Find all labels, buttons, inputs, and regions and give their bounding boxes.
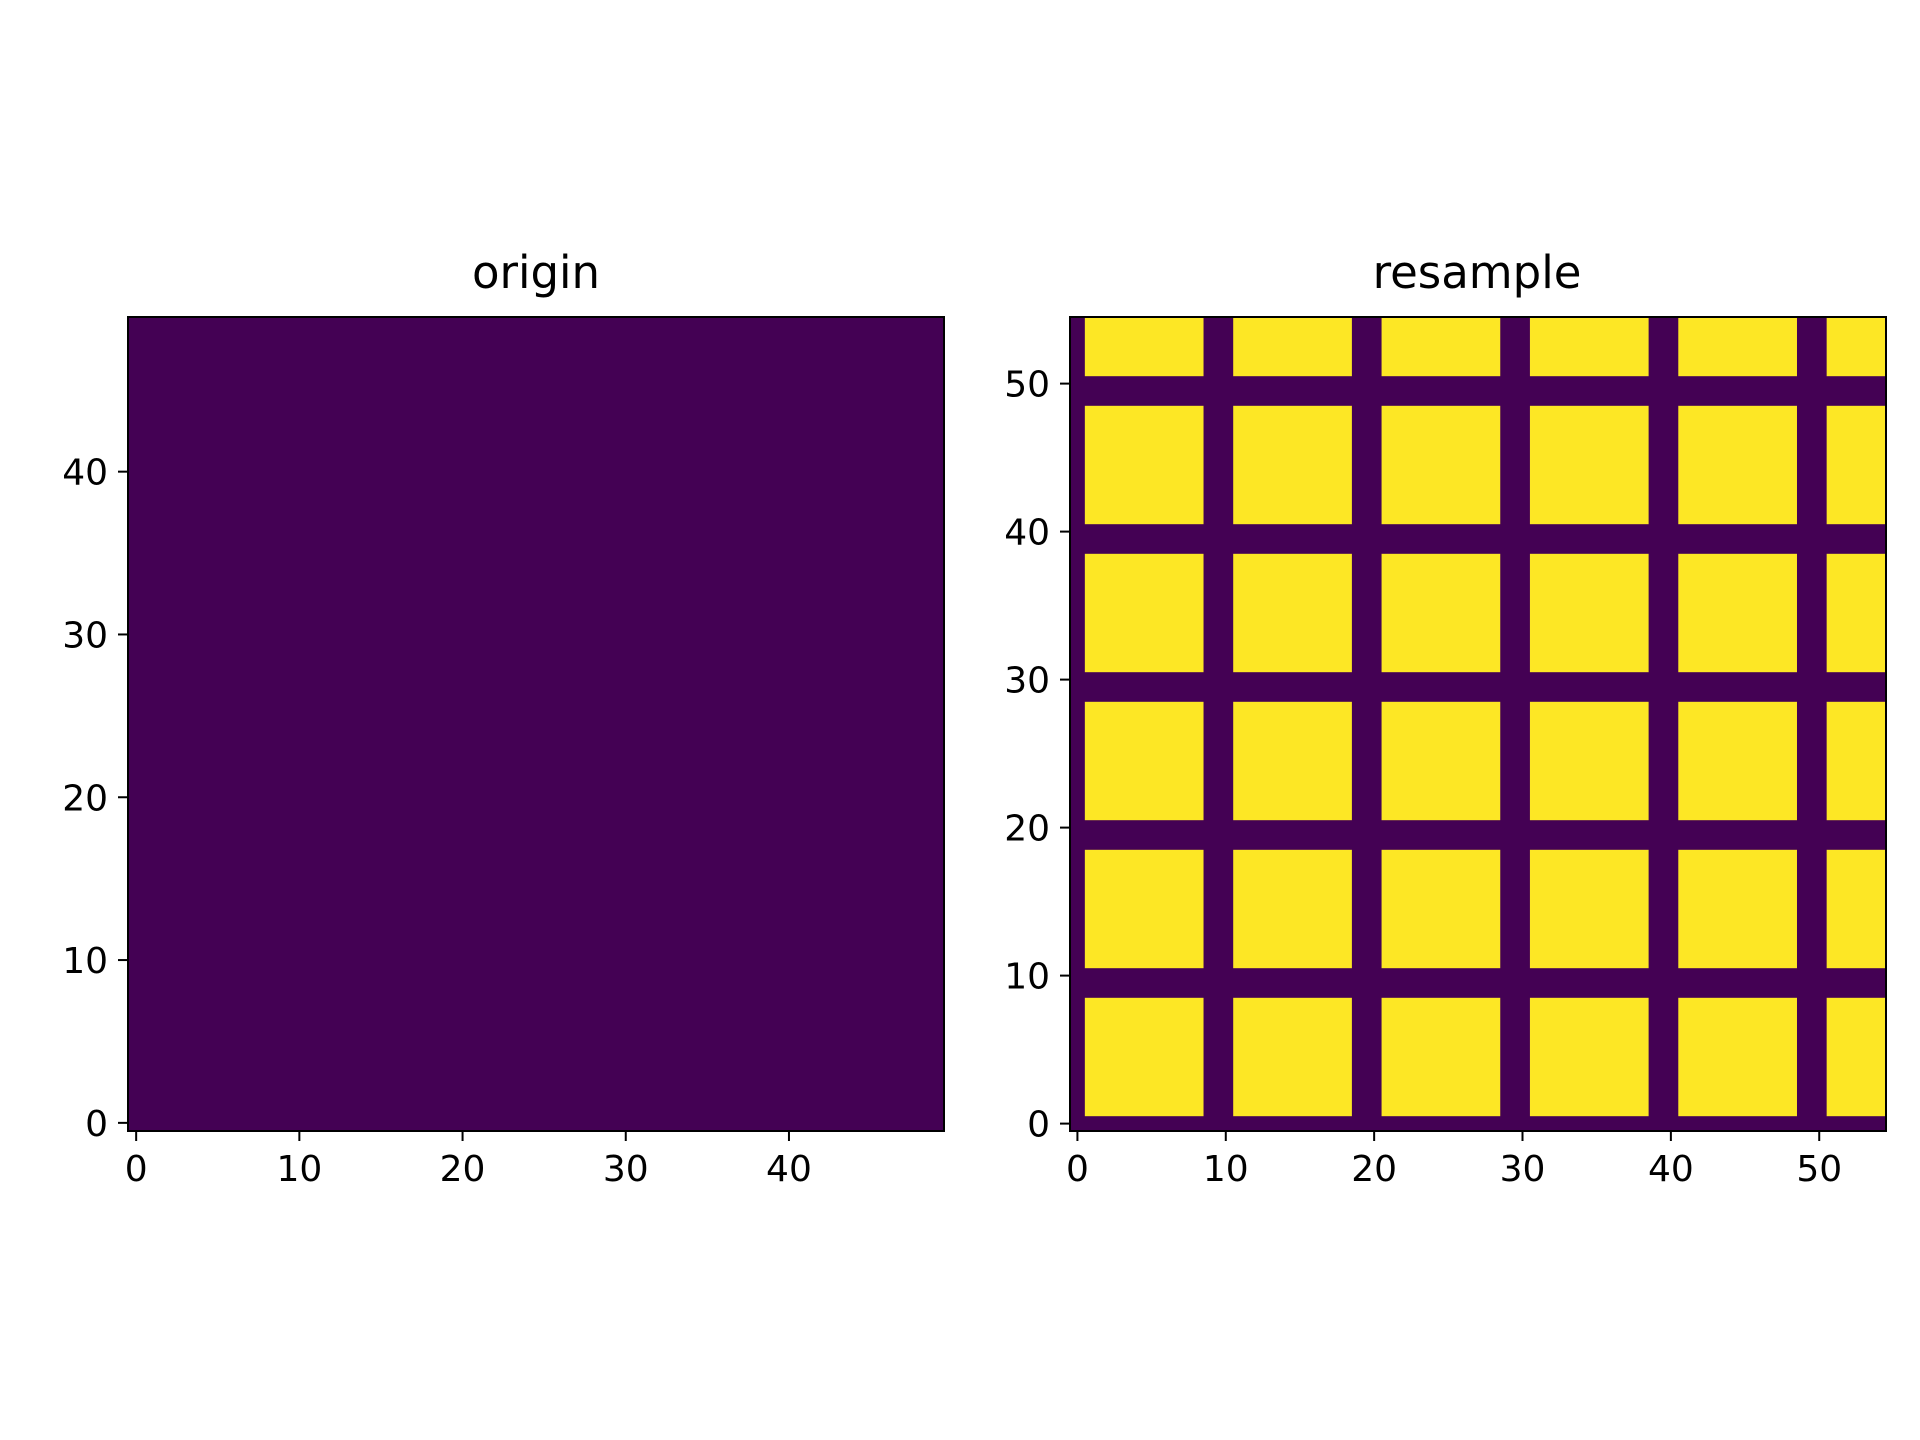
y-tick-label-resample-30: 30 <box>1004 661 1050 702</box>
plot-area-resample <box>1069 316 1887 1132</box>
x-tick-label-origin-20: 20 <box>440 1149 486 1190</box>
heatmap-block-resample-1-3 <box>1529 849 1649 969</box>
heatmap-block-resample-0-2 <box>1381 997 1501 1117</box>
heatmap-block-resample-0-3 <box>1529 997 1649 1117</box>
heatmap-block-resample-2-4 <box>1678 701 1797 821</box>
x-tick-label-resample-0: 0 <box>1066 1149 1089 1190</box>
panel-resample: resample 0 10 20 30 40 50 0 10 20 30 40 50 <box>1004 246 1887 1190</box>
heatmap-block-resample-2-2 <box>1381 701 1501 821</box>
heatmap-block-resample-5-5 <box>1826 317 1886 377</box>
heatmap-block-resample-3-4 <box>1678 553 1797 673</box>
heatmap-block-resample-1-2 <box>1381 849 1501 969</box>
x-ticks-origin: 0 10 20 30 40 <box>125 1131 812 1190</box>
heatmap-block-resample-5-3 <box>1529 317 1649 377</box>
heatmap-background-origin <box>128 317 944 1131</box>
heatmap-block-resample-2-5 <box>1826 701 1886 821</box>
y-tick-label-origin-40: 40 <box>62 453 108 494</box>
y-tick-label-origin-0: 0 <box>85 1104 108 1145</box>
y-tick-label-origin-30: 30 <box>62 615 108 656</box>
heatmap-block-resample-1-4 <box>1678 849 1797 969</box>
x-tick-label-origin-30: 30 <box>603 1149 649 1190</box>
y-tick-label-resample-0: 0 <box>1027 1105 1050 1146</box>
heatmap-block-resample-4-3 <box>1529 405 1649 525</box>
heatmap-block-resample-0-5 <box>1826 997 1886 1117</box>
heatmap-block-resample-4-0 <box>1084 405 1204 525</box>
x-tick-label-resample-50: 50 <box>1796 1149 1842 1190</box>
heatmap-block-resample-5-4 <box>1678 317 1797 377</box>
y-tick-label-resample-10: 10 <box>1004 957 1050 998</box>
y-tick-label-origin-10: 10 <box>62 941 108 982</box>
x-tick-label-resample-30: 30 <box>1500 1149 1546 1190</box>
heatmap-block-resample-4-2 <box>1381 405 1501 525</box>
heatmap-block-resample-5-2 <box>1381 317 1501 377</box>
heatmap-block-resample-5-1 <box>1233 317 1352 377</box>
axes-frame-origin <box>127 316 945 1132</box>
heatmap-block-resample-0-1 <box>1233 997 1352 1117</box>
plot-area-origin <box>127 316 945 1132</box>
y-tick-label-origin-20: 20 <box>62 778 108 819</box>
chart-title-resample: resample <box>1373 246 1582 299</box>
heatmap-block-resample-1-1 <box>1233 849 1352 969</box>
heatmap-block-resample-4-5 <box>1826 405 1886 525</box>
heatmap-block-resample-3-2 <box>1381 553 1501 673</box>
axes-frame-resample <box>1069 316 1887 1132</box>
x-tick-label-origin-10: 10 <box>276 1149 322 1190</box>
x-tick-label-resample-10: 10 <box>1203 1149 1249 1190</box>
heatmap-block-resample-0-4 <box>1678 997 1797 1117</box>
y-tick-label-resample-20: 20 <box>1004 809 1050 850</box>
y-tick-label-resample-50: 50 <box>1004 365 1050 406</box>
heatmap-block-resample-4-4 <box>1678 405 1797 525</box>
heatmap-block-resample-2-1 <box>1233 701 1352 821</box>
x-tick-label-origin-0: 0 <box>125 1149 148 1190</box>
x-tick-label-resample-20: 20 <box>1351 1149 1397 1190</box>
heatmap-block-resample-0-0 <box>1084 997 1204 1117</box>
heatmap-block-resample-1-5 <box>1826 849 1886 969</box>
panel-origin: origin 0 10 20 30 40 0 10 20 30 40 <box>62 246 945 1190</box>
x-tick-label-origin-40: 40 <box>766 1149 812 1190</box>
heatmap-block-resample-5-0 <box>1084 317 1204 377</box>
y-tick-label-resample-40: 40 <box>1004 513 1050 554</box>
heatmap-block-resample-3-3 <box>1529 553 1649 673</box>
heatmap-block-resample-3-1 <box>1233 553 1352 673</box>
heatmap-block-resample-2-0 <box>1084 701 1204 821</box>
heatmap-block-resample-4-1 <box>1233 405 1352 525</box>
chart-title-origin: origin <box>472 246 600 299</box>
x-tick-label-resample-40: 40 <box>1648 1149 1694 1190</box>
heatmap-block-resample-1-0 <box>1084 849 1204 969</box>
heatmap-block-resample-3-5 <box>1826 553 1886 673</box>
heatmap-block-resample-3-0 <box>1084 553 1204 673</box>
x-ticks-resample: 0 10 20 30 40 50 <box>1066 1131 1842 1190</box>
heatmap-block-resample-2-3 <box>1529 701 1649 821</box>
y-ticks-resample: 0 10 20 30 40 50 <box>1004 365 1070 1146</box>
y-ticks-origin: 0 10 20 30 40 <box>62 453 128 1145</box>
